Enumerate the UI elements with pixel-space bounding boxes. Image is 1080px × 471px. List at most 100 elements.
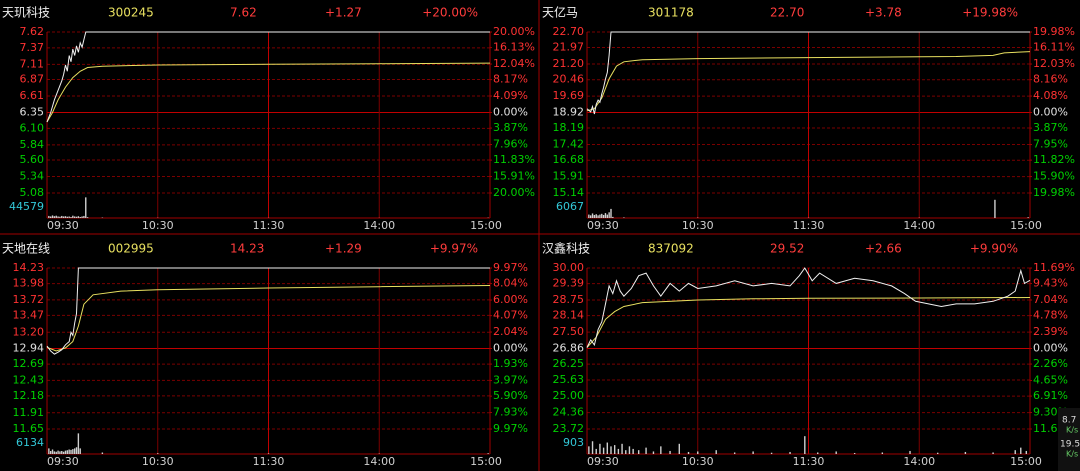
volume-bar — [595, 448, 597, 454]
header-change: +1.27 — [325, 6, 362, 20]
x-tick-label: 14:00 — [363, 219, 395, 232]
volume-bar — [613, 445, 616, 454]
x-tick-label: 15:00 — [1010, 455, 1042, 468]
volume-bar — [86, 217, 89, 218]
volume-bar — [55, 215, 57, 218]
status-box — [1058, 408, 1080, 471]
y2-tick-label: 9.97% — [493, 261, 528, 274]
x-tick-label: 10:30 — [142, 455, 174, 468]
volume-bar — [604, 213, 607, 218]
y2-tick-label: 16.13% — [493, 41, 535, 54]
volume-bar — [1020, 447, 1022, 454]
volume-bar — [588, 214, 590, 218]
volume-bar — [589, 215, 592, 218]
volume-bar — [48, 448, 50, 454]
volume-bar — [73, 216, 76, 218]
header-code: 300245 — [108, 6, 154, 20]
volume-tick-label: 6134 — [16, 436, 44, 449]
header-change: +1.29 — [325, 242, 362, 256]
volume-bar — [687, 451, 690, 454]
y2-tick-label: 4.78% — [1033, 309, 1068, 322]
y2-tick-label: 19.98% — [1033, 25, 1075, 38]
volume-bar — [68, 449, 70, 454]
y2-tick-label: 7.96% — [493, 138, 528, 151]
volume-bar — [645, 447, 647, 454]
y2-tick-label: 8.17% — [493, 73, 528, 86]
volume-bar — [55, 451, 57, 454]
volume-bar — [770, 452, 773, 454]
y-tick-label: 27.50 — [553, 325, 585, 338]
y2-tick-label: 15.91% — [493, 170, 535, 183]
y2-tick-label: 12.04% — [493, 57, 535, 70]
y-tick-label: 22.70 — [553, 25, 585, 38]
volume-bar — [1025, 450, 1028, 454]
y-tick-label: 15.91 — [553, 170, 585, 183]
y-tick-label: 25.00 — [553, 389, 585, 402]
volume-bar — [57, 450, 59, 454]
y-tick-label: 5.08 — [20, 186, 45, 199]
volume-tick-label: 6067 — [556, 200, 584, 213]
volume-bar — [994, 199, 996, 218]
x-tick-label: 15:00 — [1010, 219, 1042, 232]
volume-bar — [81, 216, 83, 218]
volume-bar — [610, 208, 612, 218]
y2-tick-label: 4.07% — [493, 309, 528, 322]
volume-bar — [61, 215, 63, 218]
y-tick-label: 6.35 — [20, 106, 45, 119]
y2-tick-label: 8.16% — [1033, 73, 1068, 86]
x-tick-label: 11:30 — [793, 455, 825, 468]
y-tick-label: 7.37 — [20, 41, 45, 54]
volume-bar — [628, 446, 631, 454]
header-name: 汉鑫科技 — [542, 241, 590, 256]
y-tick-label: 5.84 — [20, 138, 45, 151]
y2-tick-label: 15.90% — [1033, 170, 1075, 183]
volume-bar — [804, 436, 806, 454]
header-code: 002995 — [108, 242, 154, 256]
y-tick-label: 12.18 — [13, 389, 45, 402]
header-price: 22.70 — [770, 6, 804, 20]
header-price: 29.52 — [770, 242, 804, 256]
volume-bar — [752, 451, 754, 454]
y-tick-label: 6.10 — [20, 121, 45, 134]
price-line — [46, 31, 490, 123]
volume-bar — [608, 212, 610, 218]
y2-tick-label: 2.39% — [1033, 325, 1068, 338]
volume-bar — [64, 216, 67, 218]
volume-bar — [48, 215, 50, 218]
y2-tick-label: 5.90% — [493, 389, 528, 402]
volume-bar — [610, 446, 612, 454]
volume-bar — [73, 448, 76, 454]
average-line — [46, 285, 491, 352]
volume-bar — [612, 216, 614, 218]
y-tick-label: 28.14 — [553, 309, 585, 322]
volume-bar — [625, 450, 627, 454]
header-change-pct: +9.90% — [970, 242, 1018, 256]
volume-bar — [79, 216, 81, 218]
x-tick-label: 09:30 — [587, 455, 619, 468]
y-tick-label: 6.87 — [20, 73, 45, 86]
volume-bar — [157, 453, 159, 454]
volume-bar — [669, 450, 671, 454]
volume-bar — [487, 453, 489, 454]
y2-tick-label: 7.95% — [1033, 138, 1068, 151]
volume-bar — [77, 433, 80, 454]
y-tick-label: 15.14 — [553, 186, 585, 199]
volume-bar — [678, 443, 680, 454]
volume-bar — [992, 452, 994, 454]
volume-bar — [597, 215, 599, 218]
x-tick-label: 15:00 — [470, 455, 502, 468]
y-tick-label: 7.11 — [20, 57, 45, 70]
volume-bar — [59, 216, 61, 218]
price-line — [586, 267, 1031, 348]
y-tick-label: 18.19 — [553, 121, 585, 134]
header-change-pct: +9.97% — [430, 242, 478, 256]
x-tick-label: 10:30 — [682, 455, 714, 468]
y-tick-label: 20.46 — [553, 73, 585, 86]
volume-bar — [602, 447, 605, 454]
average-line — [586, 51, 1031, 112]
volume-bar — [606, 214, 609, 218]
y2-tick-label: 1.93% — [493, 357, 528, 370]
y-tick-label: 29.39 — [553, 277, 585, 290]
x-tick-label: 14:00 — [903, 455, 935, 468]
